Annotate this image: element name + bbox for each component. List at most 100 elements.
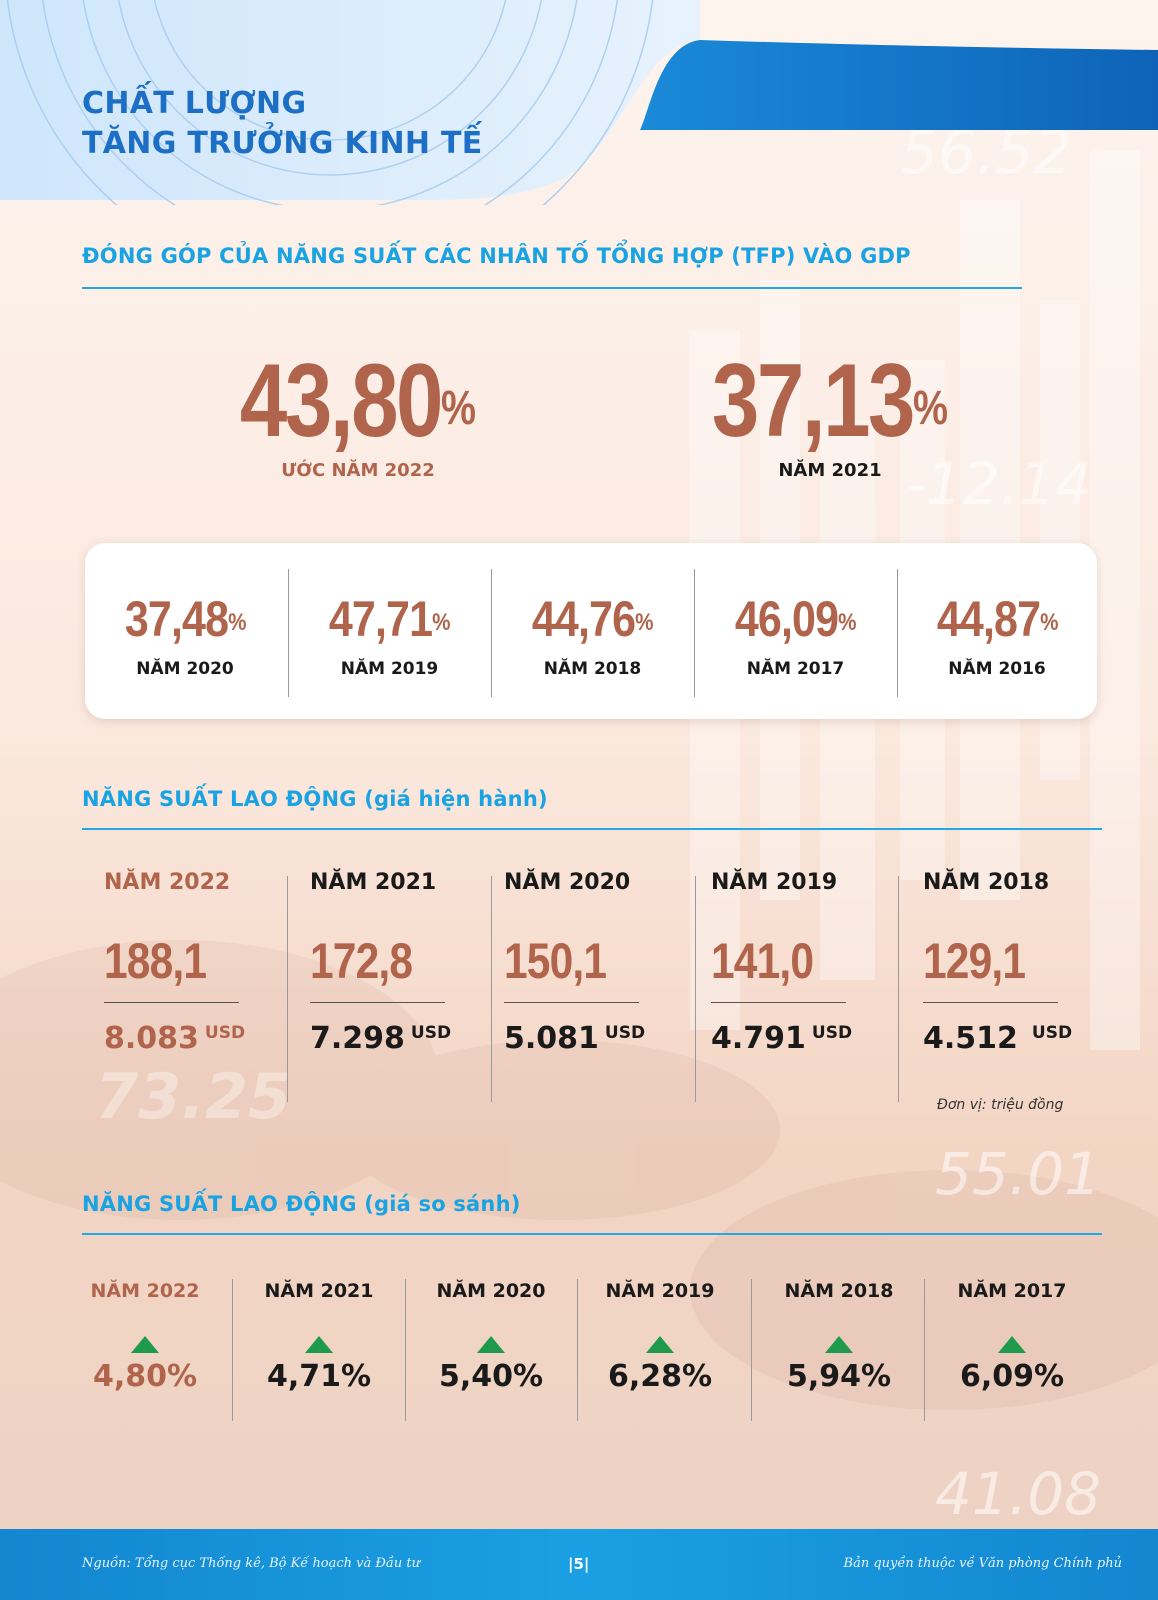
tfp-2021-block: 37,13% NĂM 2021 — [665, 346, 995, 481]
divider — [751, 1279, 752, 1421]
page-title: CHẤT LƯỢNG TĂNG TRƯỞNG KINH TẾ — [82, 84, 483, 164]
labor-compare-percent: 6,28% — [607, 1359, 713, 1394]
divider — [694, 569, 695, 697]
up-arrow-icon — [998, 1336, 1026, 1353]
unit-note: Đơn vị: triệu đồng — [937, 1097, 1064, 1113]
labor-current-value: 172,8 — [310, 933, 413, 989]
divider — [288, 569, 289, 697]
labor-current-heading-main: NĂNG SUẤT LAO ĐỘNG — [82, 787, 357, 811]
labor-current-value: 141,0 — [711, 933, 814, 989]
divider — [577, 1279, 578, 1421]
labor-current-item: NĂM 2018 129,1 4.512 USD — [923, 870, 1098, 1056]
labor-compare-year: NĂM 2019 — [605, 1280, 715, 1302]
tfp-history-year: NĂM 2019 — [340, 659, 439, 679]
divider — [504, 1002, 639, 1003]
tfp-2021-value: 37,13% — [711, 343, 949, 459]
tfp-2022-value: 43,80% — [239, 343, 477, 459]
labor-current-item: NĂM 2022 188,1 8.083 USD — [104, 870, 279, 1056]
header-band — [0, 0, 1158, 205]
labor-current-rule — [82, 828, 1102, 830]
page-title-line1: CHẤT LƯỢNG — [82, 86, 307, 121]
tfp-history-value: 47,71% — [329, 591, 451, 647]
tfp-2021-label: NĂM 2021 — [778, 460, 882, 481]
labor-current-heading: NĂNG SUẤT LAO ĐỘNG (giá hiện hành) — [82, 787, 548, 811]
labor-current-year: NĂM 2019 — [711, 870, 838, 895]
labor-current-value: 188,1 — [104, 933, 207, 989]
labor-current-year: NĂM 2020 — [504, 870, 631, 895]
tfp-heading: ĐÓNG GÓP CỦA NĂNG SUẤT CÁC NHÂN TỐ TỔNG … — [82, 244, 911, 268]
tfp-history-item: 37,48% NĂM 2020 — [85, 571, 285, 701]
labor-compare-percent: 5,94% — [786, 1359, 892, 1394]
footer-source: Nguồn: Tổng cục Thống kê, Bộ Kế hoạch và… — [82, 1556, 420, 1571]
footer-copyright: Bản quyền thuộc về Văn phòng Chính phủ — [843, 1556, 1122, 1571]
labor-current-usd: 4.512 USD — [923, 1021, 1073, 1056]
tfp-history-value: 44,76% — [532, 591, 654, 647]
tfp-history-item: 44,87% NĂM 2016 — [897, 571, 1097, 701]
labor-compare-heading-sub: (giá so sánh) — [364, 1192, 521, 1216]
labor-current-usd: 5.081 USD — [504, 1021, 646, 1056]
tfp-history-value: 46,09% — [735, 591, 857, 647]
tfp-history-card: 37,48% NĂM 2020 47,71% NĂM 2019 44,76% N… — [85, 543, 1097, 719]
labor-compare-heading: NĂNG SUẤT LAO ĐỘNG (giá so sánh) — [82, 1192, 521, 1216]
labor-current-year: NĂM 2018 — [923, 870, 1050, 895]
divider — [923, 1002, 1058, 1003]
divider — [310, 1002, 445, 1003]
divider — [491, 876, 492, 1102]
background-number: 41.08 — [935, 1460, 1102, 1528]
tfp-2022-label: ƯỚC NĂM 2022 — [281, 460, 435, 481]
labor-current-item: NĂM 2019 141,0 4.791 USD — [711, 870, 886, 1056]
tfp-history-year: NĂM 2018 — [543, 659, 642, 679]
tfp-2022-block: 43,80% ƯỚC NĂM 2022 — [188, 346, 528, 481]
labor-current-item: NĂM 2021 172,8 7.298 USD — [310, 870, 485, 1056]
divider — [924, 1279, 925, 1421]
up-arrow-icon — [477, 1336, 505, 1353]
labor-compare-percent: 5,40% — [438, 1359, 544, 1394]
up-arrow-icon — [305, 1336, 333, 1353]
labor-compare-item: NĂM 2021 4,71% — [244, 1280, 394, 1394]
labor-compare-item: NĂM 2020 5,40% — [416, 1280, 566, 1394]
tfp-history-item: 47,71% NĂM 2019 — [288, 571, 491, 701]
labor-compare-year: NĂM 2021 — [264, 1280, 374, 1302]
page-number: |5| — [568, 1555, 590, 1573]
labor-compare-percent: 4,71% — [266, 1359, 372, 1394]
labor-compare-rule — [82, 1233, 1102, 1235]
tfp-history-value: 37,48% — [124, 591, 247, 647]
labor-current-usd: 8.083 USD — [104, 1021, 246, 1056]
tfp-history-value: 44,87% — [936, 591, 1059, 647]
labor-compare-year: NĂM 2018 — [784, 1280, 894, 1302]
background-number: -12.14 — [905, 450, 1092, 518]
tfp-history-year: NĂM 2016 — [948, 659, 1046, 679]
tfp-history-item: 44,76% NĂM 2018 — [491, 571, 694, 701]
tfp-heading-rule — [82, 287, 1022, 289]
footer: Nguồn: Tổng cục Thống kê, Bộ Kế hoạch và… — [0, 1529, 1158, 1600]
labor-current-year: NĂM 2022 — [104, 870, 231, 895]
labor-current-item: NĂM 2020 150,1 5.081 USD — [504, 870, 679, 1056]
up-arrow-icon — [646, 1336, 674, 1353]
tfp-history-year: NĂM 2020 — [136, 659, 234, 679]
divider — [104, 1002, 239, 1003]
labor-current-heading-sub: (giá hiện hành) — [364, 787, 548, 811]
labor-current-value: 129,1 — [923, 933, 1026, 989]
divider — [695, 876, 696, 1102]
labor-compare-heading-main: NĂNG SUẤT LAO ĐỘNG — [82, 1192, 357, 1216]
labor-current-usd: 4.791 USD — [711, 1021, 853, 1056]
divider — [232, 1279, 233, 1421]
tfp-history-year: NĂM 2017 — [746, 659, 845, 679]
divider — [287, 876, 288, 1102]
background-number: 73.25 — [95, 1060, 292, 1133]
up-arrow-icon — [825, 1336, 853, 1353]
labor-compare-item: NĂM 2019 6,28% — [585, 1280, 735, 1394]
background-number: 55.01 — [935, 1140, 1102, 1208]
page-title-line2: TĂNG TRƯỞNG KINH TẾ — [82, 126, 483, 161]
divider — [711, 1002, 846, 1003]
divider — [405, 1279, 406, 1421]
labor-compare-item: NĂM 2022 4,80% — [70, 1280, 220, 1394]
labor-current-value: 150,1 — [504, 933, 607, 989]
divider — [898, 876, 899, 1102]
labor-compare-year: NĂM 2020 — [436, 1280, 546, 1302]
tfp-history-item: 46,09% NĂM 2017 — [694, 571, 897, 701]
labor-compare-year: NĂM 2022 — [90, 1280, 200, 1302]
labor-compare-percent: 6,09% — [959, 1359, 1065, 1394]
up-arrow-icon — [131, 1336, 159, 1353]
labor-current-usd: 7.298 USD — [310, 1021, 452, 1056]
